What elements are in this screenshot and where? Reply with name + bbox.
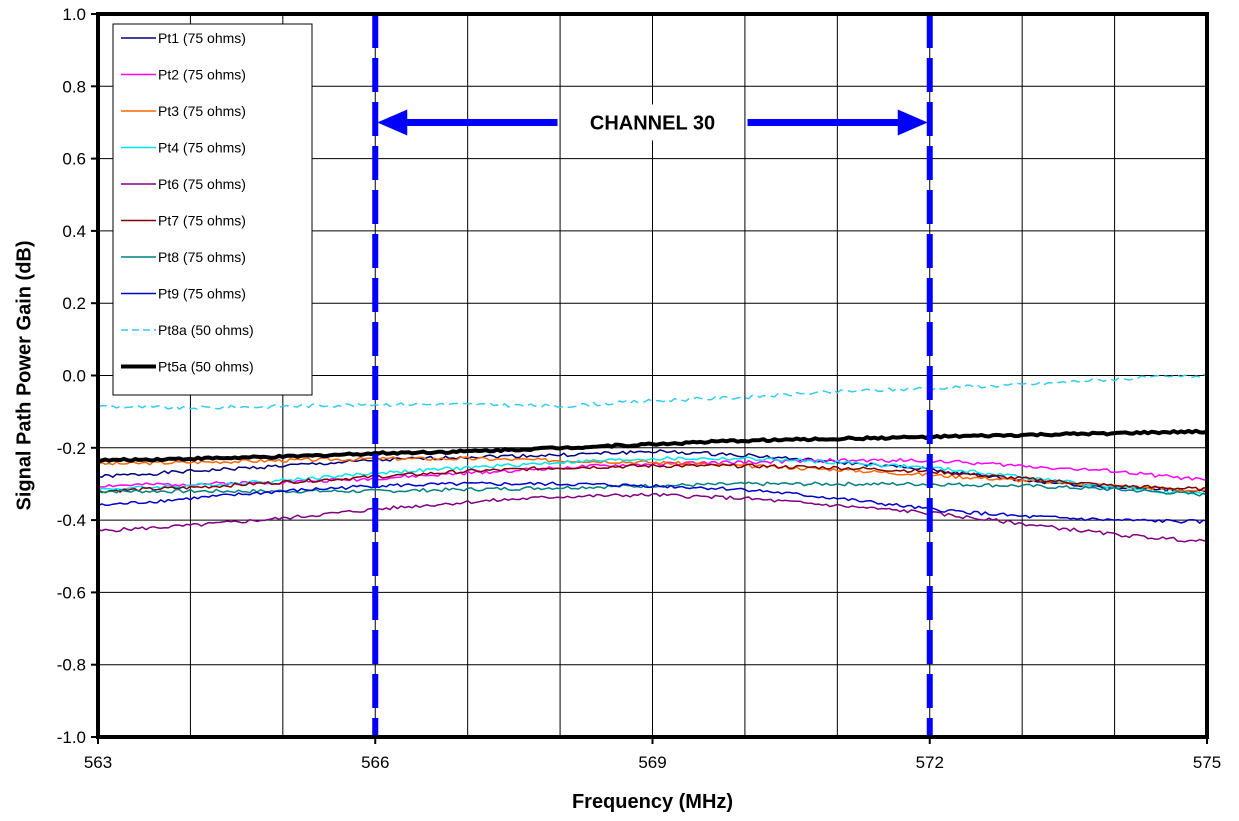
y-tick-label: 0.0 — [62, 367, 86, 386]
x-tick-label: 569 — [638, 753, 666, 772]
legend-entry: Pt8 (75 ohms) — [158, 249, 246, 265]
channel-label: CHANNEL 30 — [590, 112, 715, 134]
y-tick-label: 1.0 — [62, 5, 86, 24]
series-layer — [97, 373, 1208, 543]
series-line — [97, 456, 1208, 497]
series-line — [97, 456, 1208, 493]
y-tick-label: -0.8 — [57, 656, 86, 675]
axis-ticks: 1.0 0.8 0.6 0.4 0.2 0.0 -0.2 -0.4 -0.6 -0.8 -1.0 56… — [57, 5, 1221, 772]
x-tick-label: 572 — [916, 753, 944, 772]
arrowhead-left-icon — [377, 109, 408, 136]
y-tick-label: 0.4 — [62, 222, 86, 241]
legend-box — [112, 23, 313, 396]
y-tick-label: 0.2 — [62, 294, 86, 313]
legend-entry: Pt1 (75 ohms) — [158, 30, 246, 46]
legend-entry: Pt8a (50 ohms) — [158, 322, 254, 338]
series-line — [97, 373, 1208, 411]
legend: Pt1 (75 ohms) Pt2 (75 ohms) Pt3 (75 ohms) P… — [112, 23, 313, 396]
x-axis-title: Frequency (MHz) — [572, 791, 733, 813]
legend-entry: Pt2 (75 ohms) — [158, 67, 246, 83]
channel-label-background — [561, 104, 744, 141]
y-axis-title: Signal Path Power Gain (dB) — [13, 240, 35, 510]
legend-entry: Pt4 (75 ohms) — [158, 140, 246, 156]
legend-entry: Pt5a (50 ohms) — [158, 359, 254, 375]
y-tick-label: 0.6 — [62, 150, 86, 169]
series-line — [97, 428, 1208, 464]
y-tick-label: 0.8 — [62, 77, 86, 96]
legend-entry: Pt6 (75 ohms) — [158, 176, 246, 192]
x-tick-label: 575 — [1193, 753, 1221, 772]
x-tick-label: 563 — [84, 753, 112, 772]
legend-entry: Pt9 (75 ohms) — [158, 286, 246, 302]
legend-entry: Pt7 (75 ohms) — [158, 213, 246, 229]
channel-annotation: CHANNEL 30 — [372, 14, 933, 737]
series-line — [97, 492, 1208, 543]
y-tick-label: -0.4 — [57, 511, 86, 530]
y-tick-label: -0.2 — [57, 439, 86, 458]
arrowhead-right-icon — [897, 109, 928, 136]
series-line — [97, 481, 1208, 524]
y-tick-label: -1.0 — [57, 728, 86, 747]
x-tick-label: 566 — [361, 753, 389, 772]
series-line — [97, 463, 1208, 494]
legend-entry: Pt3 (75 ohms) — [158, 103, 246, 119]
y-tick-label: -0.6 — [57, 583, 86, 602]
